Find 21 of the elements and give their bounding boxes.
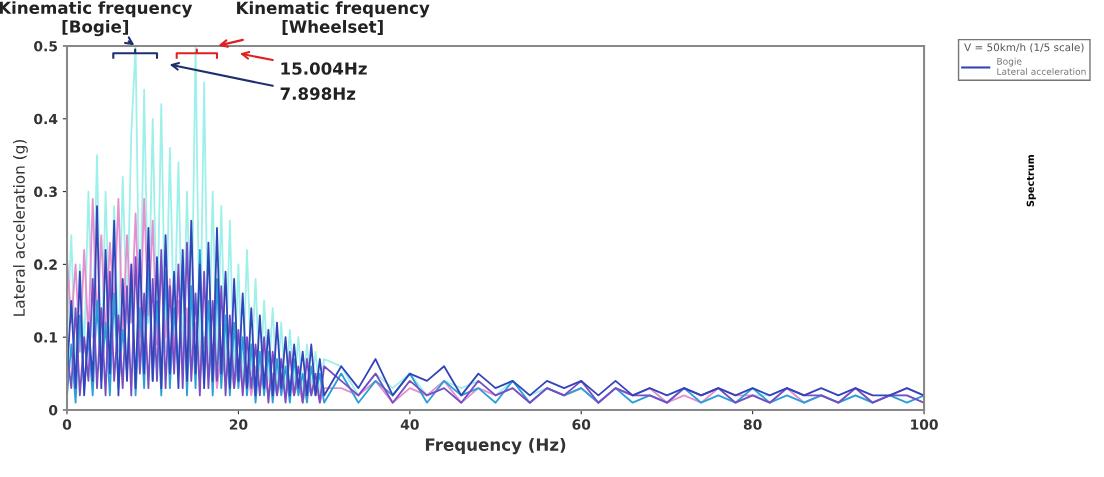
- x-tick-label: 0: [62, 419, 72, 430]
- y-tick-label: 0.3: [34, 186, 57, 198]
- y-tick-label: 0.2: [34, 259, 57, 270]
- legend-label: Bogie Lateral acceleration: [997, 57, 1086, 75]
- x-tick-label: 100: [911, 419, 938, 430]
- text: Kinematic frequency [Bogie]: [0, 1, 193, 37]
- annotation: 15.004Hz: [281, 62, 367, 75]
- legend-title: V = 50km/h (1/5 scale): [964, 43, 1084, 53]
- text: Kinematic frequency [Wheelset]: [237, 1, 430, 35]
- x-tick-label: 60: [572, 419, 591, 430]
- y-tick-label: 0.5: [34, 40, 58, 52]
- x-tick-label: 40: [400, 419, 419, 430]
- x-tick-label: 80: [743, 419, 762, 430]
- y-axis-title: Lateral acceleration (g): [13, 140, 28, 316]
- annotation: 7.898Hz: [280, 87, 356, 100]
- y-tick-label: 0: [48, 404, 58, 416]
- y-tick-label: 0.4: [34, 113, 58, 125]
- y-tick-label: 0.1: [34, 332, 58, 343]
- text: Spectrum: [1026, 155, 1036, 207]
- x-axis-title: Frequency (Hz): [425, 438, 566, 455]
- x-tick-label: 20: [229, 419, 248, 430]
